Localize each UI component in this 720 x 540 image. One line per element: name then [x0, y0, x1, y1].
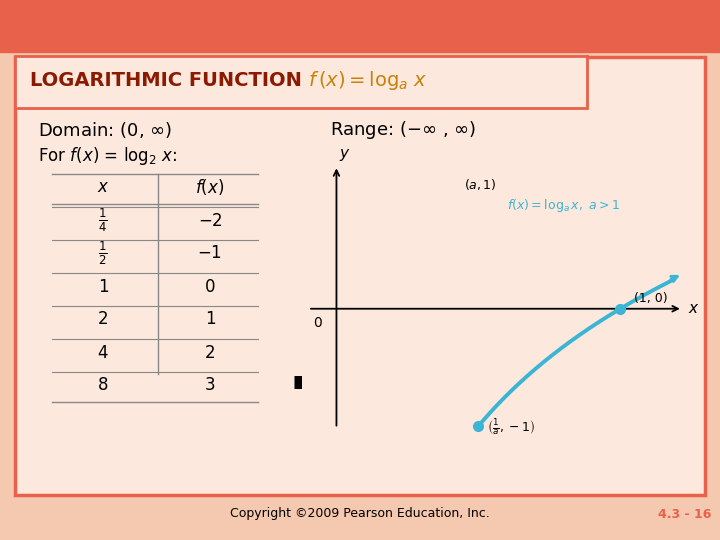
- Text: Copyright ©2009 Pearson Education, Inc.: Copyright ©2009 Pearson Education, Inc.: [230, 508, 490, 521]
- FancyBboxPatch shape: [15, 57, 705, 495]
- Text: $x$: $x$: [96, 178, 109, 196]
- Text: 8: 8: [98, 376, 108, 395]
- Text: 0: 0: [313, 316, 323, 330]
- Text: 2: 2: [98, 310, 108, 328]
- Text: $f\,(x) = \log_a\, x$: $f\,(x) = \log_a\, x$: [308, 70, 428, 92]
- Text: LOGARITHMIC FUNCTION: LOGARITHMIC FUNCTION: [30, 71, 302, 91]
- Text: $-$2: $-$2: [197, 212, 222, 230]
- Text: $(a, 1)$: $(a, 1)$: [464, 177, 497, 192]
- Text: 3: 3: [204, 376, 215, 395]
- Text: $f(x) = \log_a x,\ a > 1$: $f(x) = \log_a x,\ a > 1$: [507, 197, 620, 214]
- Text: 1: 1: [98, 278, 108, 295]
- Text: Range: ($-\infty$ , $\infty$): Range: ($-\infty$ , $\infty$): [330, 119, 476, 141]
- Text: $\frac{1}{4}$: $\frac{1}{4}$: [99, 207, 108, 234]
- Text: 4: 4: [98, 343, 108, 361]
- Text: $\left(\frac{1}{a}, -1\right)$: $\left(\frac{1}{a}, -1\right)$: [487, 418, 534, 438]
- FancyBboxPatch shape: [15, 56, 587, 108]
- Bar: [0, 0, 720, 52]
- Text: $f$($x$): $f$($x$): [195, 177, 225, 197]
- Text: Domain: (0, $\infty$): Domain: (0, $\infty$): [38, 120, 172, 140]
- Text: 4.3 - 16: 4.3 - 16: [658, 508, 711, 521]
- Text: For $f$($x$) = log$_2$ $x$:: For $f$($x$) = log$_2$ $x$:: [38, 145, 177, 167]
- Text: $-$1: $-$1: [197, 245, 222, 262]
- Text: $\frac{1}{2}$: $\frac{1}{2}$: [99, 240, 108, 267]
- Text: 2: 2: [204, 343, 215, 361]
- Text: 1: 1: [204, 310, 215, 328]
- Text: ■The $y$-axis is a vertical asymptote
   as $x \rightarrow 0$ from the right.: ■The $y$-axis is a vertical asymptote as…: [292, 371, 590, 429]
- Text: (1, 0): (1, 0): [634, 292, 668, 305]
- Text: $x$: $x$: [688, 301, 700, 316]
- Text: 0: 0: [204, 278, 215, 295]
- Text: $y$: $y$: [339, 147, 351, 163]
